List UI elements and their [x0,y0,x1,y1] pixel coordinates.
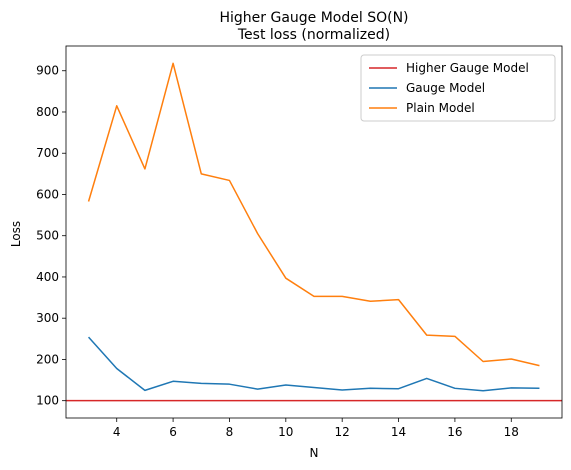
plot-area [66,62,562,402]
y-tick-label: 500 [36,229,59,243]
x-tick-label: 8 [226,425,234,439]
y-tick-label: 900 [36,64,59,78]
y-tick-label: 700 [36,146,59,160]
chart-subtitle: Test loss (normalized) [237,27,390,43]
legend-label-plain-model: Plain Model [406,101,475,115]
y-tick-label: 300 [36,311,59,325]
y-tick-label: 800 [36,105,59,119]
legend-label-higher-gauge-model: Higher Gauge Model [406,61,529,75]
legend: Higher Gauge Model Gauge Model Plain Model [360,54,556,122]
y-axis-label: Loss [9,221,23,247]
x-tick-label: 4 [113,425,121,439]
y-tick-label: 100 [36,394,59,408]
x-tick-label: 10 [278,425,293,439]
chart-title: Higher Gauge Model SO(N) [219,10,408,26]
x-tick-label: 16 [447,425,462,439]
axes-frame [65,45,563,419]
series-line-plain-model [87,62,540,367]
y-tick-label: 400 [36,270,59,284]
series-line-gauge-model [87,336,540,392]
x-tick-label: 12 [335,425,350,439]
x-tick-label: 14 [391,425,406,439]
axes [65,45,563,419]
y-tick-label: 200 [36,352,59,366]
y-tick-label: 600 [36,187,59,201]
legend-label-gauge-model: Gauge Model [406,81,485,95]
x-tick-label: 6 [169,425,177,439]
legend-box [360,54,556,122]
x-axis-label: N [310,446,319,460]
ticks: 4 6 8 10 12 14 16 18 100 200 300 400 500 600 700 800 900 [36,64,519,439]
x-tick-label: 18 [504,425,519,439]
